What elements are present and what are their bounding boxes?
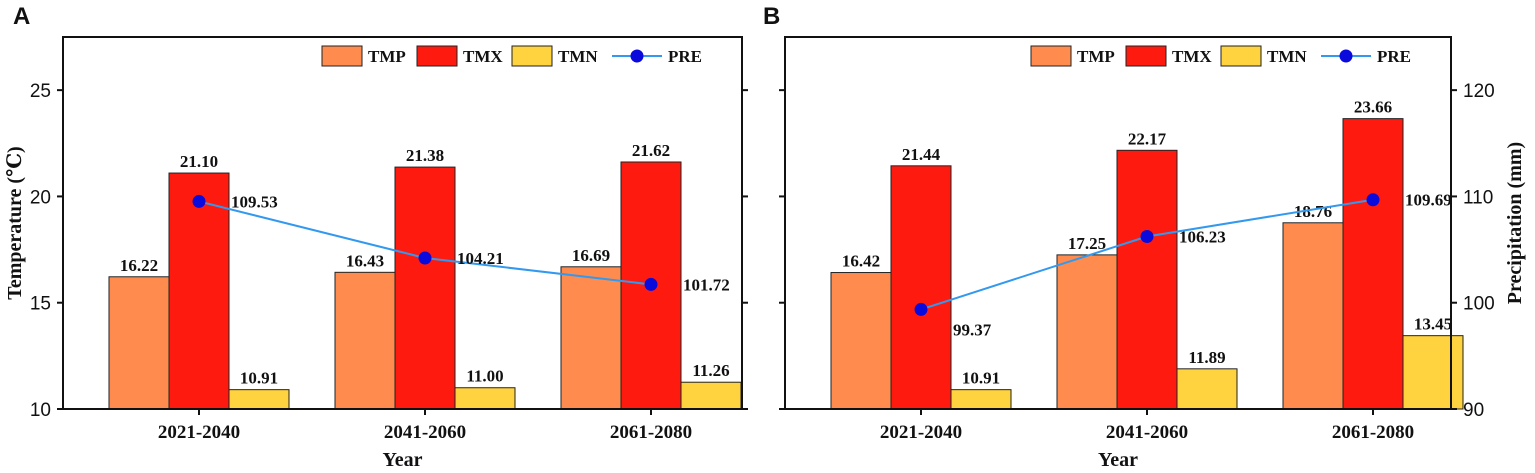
y-tick-label: 15 [30,294,51,315]
data-label-pre-0: 109.53 [231,192,278,211]
data-label-tmn-1: 11.00 [466,367,503,386]
legend-swatch-tmn [1220,45,1262,67]
data-label-tmn-0: 10.91 [240,369,278,388]
legend: TMP TMX TMN PRE [321,45,702,67]
panel-b: B 16.42 17.25 18.76 21.44 22.17 23.66 10.91 11.8… [763,3,1526,471]
y-axis-title: Temperature (℃) [4,146,26,299]
y-axis-title: Precipitation (mm) [1504,142,1526,304]
data-label-tmp-1: 17.25 [1068,234,1106,253]
legend-label-pre: PRE [1377,47,1411,66]
bar-tmn-1 [1176,368,1238,410]
data-label-tmn-2: 11.26 [692,361,729,380]
legend-swatch-tmp [321,45,363,67]
data-label-pre-1: 104.21 [457,249,504,268]
y2-tick-label: 110 [1463,187,1493,208]
point-pre-0 [192,194,206,208]
y-tick-label: 20 [30,187,51,208]
y2-tick-label: 100 [1463,294,1495,315]
legend-label-tmp: TMP [1077,47,1115,66]
point-pre-2 [644,277,658,291]
y2-tick-label: 120 [1463,81,1495,102]
x-tick-label: 2021-2040 [880,422,962,443]
data-label-tmn-2: 13.45 [1414,315,1452,334]
legend-label-pre: PRE [668,47,702,66]
x-tick-label: 2061-2080 [1332,422,1414,443]
bar-tmx-0 [168,172,230,410]
bar-tmn-2 [1402,335,1464,410]
bar-tmp-1 [1056,254,1118,410]
data-label-tmp-2: 16.69 [572,246,610,265]
bar-tmx-2 [1342,118,1404,410]
legend-marker-pre [630,49,644,63]
data-label-pre-2: 101.72 [683,275,730,294]
bar-tmp-1 [334,271,396,410]
bar-tmp-2 [560,266,622,410]
x-axis-title: Year [1098,449,1138,471]
bar-tmp-0 [830,272,892,410]
bar-tmp-0 [108,276,170,410]
plot-frame [784,36,1452,410]
legend-swatch-tmx [416,45,458,67]
panel-label: B [763,3,780,30]
data-label-pre-1: 106.23 [1179,227,1226,246]
bar-tmp-2 [1282,222,1344,410]
legend-swatch-tmx [1125,45,1167,67]
legend-label-tmp: TMP [368,47,406,66]
data-label-tmp-0: 16.22 [120,256,158,275]
bar-tmn-2 [680,381,742,410]
data-label-pre-2: 109.69 [1405,191,1452,210]
bar-tmx-0 [890,165,952,410]
bar-tmn-0 [228,389,290,410]
legend-swatch-tmn [511,45,553,67]
bar-tmx-1 [1116,149,1178,410]
data-label-tmn-0: 10.91 [962,369,1000,388]
x-tick-label: 2021-2040 [158,422,240,443]
bar-tmn-1 [454,387,516,410]
legend-label-tmx: TMX [1172,47,1212,66]
y-tick-label: 10 [30,400,51,421]
legend-label-tmn: TMN [1267,47,1307,66]
data-label-tmp-2: 18.76 [1294,202,1332,221]
x-tick-label: 2041-2060 [1106,422,1188,443]
legend-label-tmx: TMX [463,47,503,66]
plot-frame [62,36,743,410]
legend-label-tmn: TMN [558,47,598,66]
point-pre-1 [1140,229,1154,243]
data-label-tmx-0: 21.44 [902,145,941,164]
data-label-tmx-1: 21.38 [406,146,444,165]
panel-a: A 16.22 16.43 16.69 21.10 21.38 21.62 10.91 11.0… [4,3,748,471]
data-label-tmx-0: 21.10 [180,152,218,171]
x-axis-title: Year [383,449,423,471]
panel-label: A [13,3,30,30]
data-label-tmx-2: 21.62 [632,141,670,160]
data-label-tmp-1: 16.43 [346,251,384,270]
data-label-pre-0: 99.37 [953,320,992,339]
point-pre-2 [1366,193,1380,207]
x-tick-label: 2041-2060 [384,422,466,443]
data-label-tmx-1: 22.17 [1128,129,1167,148]
bar-tmn-0 [950,389,1012,410]
y2-tick-label: 90 [1463,400,1484,421]
data-label-tmx-2: 23.66 [1354,98,1392,117]
legend-marker-pre [1339,49,1353,63]
bar-tmx-1 [394,166,456,410]
x-tick-label: 2061-2080 [610,422,692,443]
legend-swatch-tmp [1030,45,1072,67]
data-label-tmp-0: 16.42 [842,252,880,271]
point-pre-1 [418,251,432,265]
point-pre-0 [914,302,928,316]
data-label-tmn-1: 11.89 [1188,348,1225,367]
y-tick-label: 25 [30,81,51,102]
legend: TMP TMX TMN PRE [1030,45,1411,67]
